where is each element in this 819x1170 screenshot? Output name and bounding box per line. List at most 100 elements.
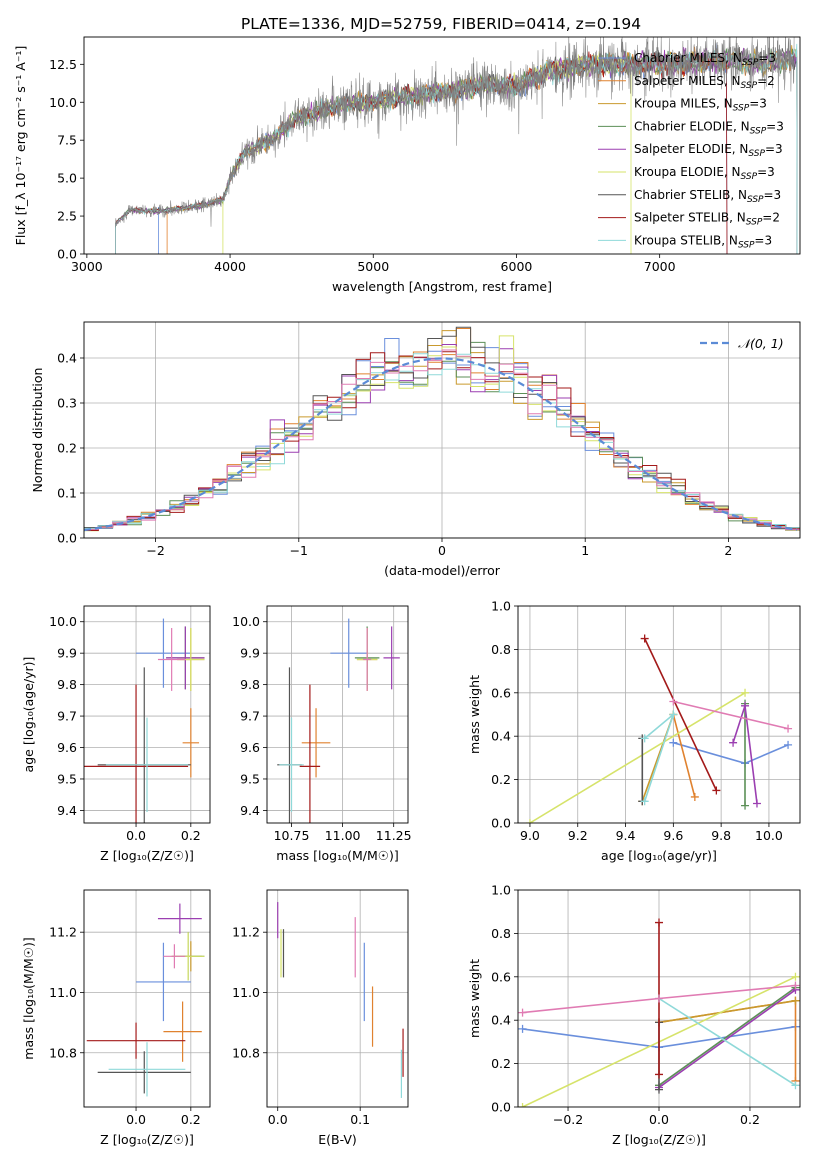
axes-frame (83, 889, 211, 1108)
x-tick-label: −2 (146, 543, 164, 558)
series-line (643, 638, 718, 791)
x-tick-label: 0 (438, 543, 446, 558)
plot-area (84, 606, 210, 823)
y-tick-label: 0.8 (491, 926, 511, 941)
x-tick-label: 11.25 (376, 828, 412, 843)
x-axis-label: wavelength [Angstrom, rest frame] (332, 279, 552, 294)
x-axis-label: E(B-V) (318, 1132, 357, 1147)
axes-frame (266, 605, 409, 824)
series-marker (640, 734, 649, 743)
x-tick-label: 0.2 (740, 1112, 760, 1127)
plot-area (267, 890, 408, 1107)
y-tick-label: 9.6 (57, 740, 77, 755)
y-tick-label: 0.1 (57, 486, 77, 501)
y-tick-label: 0.3 (57, 396, 77, 411)
y-tick-label: 5.0 (57, 171, 77, 186)
panel-age_vs_mass: 10.75 11.00 11.25 9.4 9.5 9.6 9.7 9.8 9.9 10.0 mas… (232, 605, 412, 863)
y-axis-label: mass weight (467, 675, 482, 754)
x-axis-label: (data-model)/error (384, 563, 501, 578)
plot-area (518, 606, 800, 823)
series-line (658, 997, 796, 1086)
x-tick-label: 9.8 (711, 828, 731, 843)
y-tick-label: 1.0 (491, 883, 511, 898)
x-tick-label: 11.00 (325, 828, 361, 843)
series-marker (669, 710, 678, 719)
y-tick-label: 10.0 (49, 95, 77, 110)
y-axis-label: Flux [f_λ 10⁻¹⁷ erg cm⁻² s⁻¹ A⁻¹] (13, 46, 28, 246)
axes-frame (83, 36, 801, 255)
x-tick-label: 9.0 (520, 828, 540, 843)
legend-label: Chabrier STELIB, NSSP=3 (634, 188, 781, 205)
x-tick-label: 6000 (501, 259, 533, 274)
axes-frame (517, 605, 801, 824)
normal-curve (84, 357, 798, 532)
y-tick-label: 0.4 (57, 351, 77, 366)
y-tick-label: 0.0 (491, 1100, 511, 1115)
series-marker (518, 1024, 527, 1033)
plot-area (84, 322, 800, 538)
y-axis-label: mass weight (467, 959, 482, 1038)
y-tick-label: 7.5 (57, 133, 77, 148)
figure-title: PLATE=1336, MJD=52759, FIBERID=0414, z=0… (241, 15, 641, 33)
y-tick-label: 9.9 (57, 646, 77, 661)
x-tick-label: 0.2 (181, 1112, 201, 1127)
series-line (658, 999, 797, 1081)
plot-area (115, 37, 798, 254)
y-tick-label: 10.0 (232, 614, 260, 629)
panel-weight_vs_Z: −0.2 0.0 0.2 0.0 0.2 0.4 0.6 0.8 1.0 Z [log₁₀(Z/Z… (467, 883, 801, 1147)
plot-area (267, 606, 408, 823)
y-tick-label: 9.8 (57, 677, 77, 692)
panel-weight_vs_age: 9.0 9.2 9.4 9.6 9.8 10.0 0.0 0.2 0.4 0.6 0.8 1.0 age… (467, 599, 801, 863)
y-tick-label: 0.6 (491, 969, 511, 984)
panel-mass_vs_ebv: 0.0 0.1 10.8 11.0 11.2 E(B-V) (232, 889, 409, 1147)
y-tick-label: 0.2 (491, 772, 511, 787)
x-tick-label: 10.75 (274, 828, 310, 843)
y-tick-label: 10.0 (49, 614, 77, 629)
x-axis-label: Z [log₁₀(Z/Z☉)] (100, 848, 194, 863)
y-tick-label: 0.8 (491, 642, 511, 657)
x-tick-label: 1 (581, 543, 589, 558)
y-tick-label: 9.6 (240, 740, 260, 755)
x-axis-label: age [log₁₀(age/yr)] (601, 848, 717, 863)
y-tick-label: 11.2 (49, 925, 77, 940)
x-tick-label: 3000 (71, 259, 103, 274)
series-marker (784, 724, 793, 733)
series-marker (729, 738, 738, 747)
y-tick-label: 2.5 (57, 209, 77, 224)
y-axis-label: Normed distribution (30, 368, 45, 493)
plot-area (518, 890, 800, 1107)
series-marker (741, 701, 750, 710)
x-tick-label: 0.2 (181, 828, 201, 843)
series-marker (525, 819, 534, 823)
y-tick-label: 0.2 (491, 1056, 511, 1071)
series-line (673, 700, 789, 730)
y-tick-label: 9.8 (240, 677, 260, 692)
y-tick-label: 11.0 (49, 985, 77, 1000)
series-marker (655, 1085, 663, 1094)
y-tick-label: 11.0 (232, 985, 260, 1000)
x-tick-label: 0.0 (649, 1112, 669, 1127)
y-tick-label: 0.4 (491, 1013, 511, 1028)
y-tick-label: 10.8 (49, 1045, 77, 1060)
series-marker (640, 634, 649, 643)
legend-label: 𝒩(0, 1) (738, 336, 784, 351)
histogram-step (84, 349, 800, 531)
series-marker (741, 801, 750, 810)
series-line (658, 989, 796, 1089)
axes-frame (517, 889, 801, 1108)
x-tick-label: 10.0 (755, 828, 783, 843)
series-marker (791, 981, 800, 990)
series-marker (791, 1081, 800, 1090)
x-axis-label: Z [log₁₀(Z/Z☉)] (100, 1132, 194, 1147)
x-tick-label: 7000 (644, 259, 676, 274)
y-tick-label: 11.2 (232, 925, 260, 940)
legend-label: Chabrier MILES, NSSP=3 (634, 51, 776, 68)
x-tick-label: 0.0 (126, 828, 146, 843)
legend-label: Salpeter STELIB, NSSP=2 (634, 211, 780, 228)
axes-frame (266, 889, 409, 1108)
panel-residuals: −2 −1 0 1 2 0.0 0.1 0.2 0.3 0.4 (data-model)/error… (30, 321, 801, 578)
x-tick-label: 4000 (214, 259, 246, 274)
legend-label: Salpeter ELODIE, NSSP=3 (634, 142, 783, 159)
y-tick-label: 0.0 (491, 816, 511, 831)
